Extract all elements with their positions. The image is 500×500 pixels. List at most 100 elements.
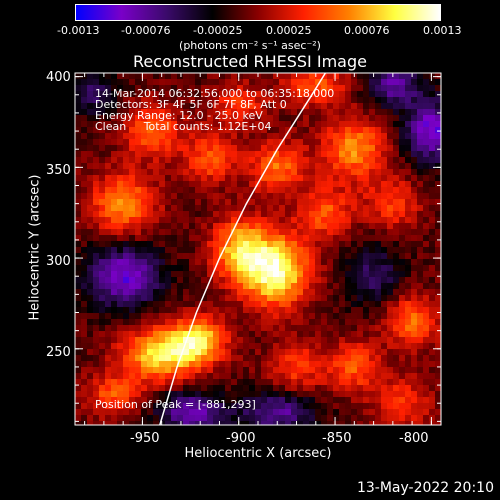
heatmap-cell xyxy=(273,121,280,128)
heatmap-cell xyxy=(381,253,388,260)
heatmap-cell xyxy=(387,313,394,320)
heatmap-cell xyxy=(135,103,142,110)
heatmap-cell xyxy=(177,169,184,176)
heatmap-cell xyxy=(291,259,298,266)
heatmap-cell xyxy=(303,271,310,278)
heatmap-cell xyxy=(219,379,226,386)
heatmap-cell xyxy=(87,397,94,404)
heatmap-cell xyxy=(435,109,441,116)
heatmap-cell xyxy=(183,121,190,128)
heatmap-cell xyxy=(177,247,184,254)
heatmap-cell xyxy=(225,193,232,200)
heatmap-cell xyxy=(411,343,418,350)
heatmap-cell xyxy=(315,115,322,122)
heatmap-cell xyxy=(351,403,358,410)
heatmap-cell xyxy=(267,145,274,152)
heatmap-cell xyxy=(261,235,268,242)
heatmap-cell xyxy=(363,289,370,296)
heatmap-cell xyxy=(75,259,82,266)
heatmap-cell xyxy=(213,241,220,248)
heatmap-cell xyxy=(105,271,112,278)
heatmap-cell xyxy=(87,235,94,242)
heatmap-cell xyxy=(291,121,298,128)
heatmap-cell xyxy=(219,289,226,296)
heatmap-cell xyxy=(333,397,340,404)
heatmap-cell xyxy=(249,163,256,170)
heatmap-cell xyxy=(183,295,190,302)
heatmap-cell xyxy=(231,379,238,386)
heatmap-cell xyxy=(93,229,100,236)
heatmap-cell xyxy=(147,403,154,410)
heatmap-cell xyxy=(147,301,154,308)
heatmap-cell xyxy=(321,283,328,290)
heatmap-cell xyxy=(87,361,94,368)
heatmap-cell xyxy=(255,307,262,314)
heatmap-cell xyxy=(177,271,184,278)
heatmap-cell xyxy=(147,151,154,158)
heatmap-cell xyxy=(297,319,304,326)
heatmap-cell xyxy=(339,271,346,278)
heatmap-cell xyxy=(177,73,184,80)
heatmap-cell xyxy=(405,181,412,188)
heatmap-cell xyxy=(171,247,178,254)
heatmap-cell xyxy=(423,355,430,362)
heatmap-cell xyxy=(255,151,262,158)
heatmap-cell xyxy=(117,277,124,284)
heatmap-cell xyxy=(261,121,268,128)
heatmap-cell xyxy=(393,229,400,236)
heatmap-cell xyxy=(165,343,172,350)
heatmap-cell xyxy=(201,121,208,128)
heatmap-cell xyxy=(435,241,441,248)
heatmap-cell xyxy=(135,391,142,398)
heatmap-cell xyxy=(147,175,154,182)
heatmap-cell xyxy=(225,169,232,176)
heatmap-cell xyxy=(159,181,166,188)
heatmap-cell xyxy=(171,157,178,164)
heatmap-cell xyxy=(411,391,418,398)
heatmap-cell xyxy=(201,403,208,410)
heatmap-cell xyxy=(213,319,220,326)
heatmap-cell xyxy=(159,355,166,362)
heatmap-cell xyxy=(213,187,220,194)
heatmap-cell xyxy=(303,373,310,380)
heatmap-cell xyxy=(147,211,154,218)
heatmap-cell xyxy=(399,211,406,218)
heatmap-cell xyxy=(357,241,364,248)
heatmap-cell xyxy=(315,133,322,140)
heatmap-cell xyxy=(105,163,112,170)
heatmap-cell xyxy=(165,361,172,368)
heatmap-cell xyxy=(423,187,430,194)
heatmap-cell xyxy=(183,253,190,260)
heatmap-cell xyxy=(99,115,106,122)
heatmap-cell xyxy=(141,283,148,290)
heatmap-cell xyxy=(285,259,292,266)
heatmap-cell xyxy=(387,247,394,254)
heatmap-cell xyxy=(309,199,316,206)
heatmap-cell xyxy=(201,241,208,248)
heatmap-cell xyxy=(309,391,316,398)
heatmap-cell xyxy=(429,391,436,398)
heatmap-cell xyxy=(315,151,322,158)
heatmap-cell xyxy=(219,391,226,398)
heatmap-cell xyxy=(261,319,268,326)
heatmap-cell xyxy=(399,199,406,206)
heatmap-cell xyxy=(93,79,100,86)
heatmap-cell xyxy=(339,205,346,212)
heatmap-cell xyxy=(291,289,298,296)
heatmap-cell xyxy=(165,151,172,158)
heatmap-cell xyxy=(231,235,238,242)
heatmap-cell xyxy=(417,85,424,92)
heatmap-cell xyxy=(363,157,370,164)
heatmap-cell xyxy=(81,127,88,134)
heatmap-cell xyxy=(303,115,310,122)
heatmap-cell xyxy=(333,187,340,194)
heatmap-cell xyxy=(405,79,412,86)
heatmap-cell xyxy=(321,271,328,278)
heatmap-cell xyxy=(117,205,124,212)
heatmap-cell xyxy=(87,325,94,332)
heatmap-cell xyxy=(423,343,430,350)
heatmap-cell xyxy=(333,415,340,422)
heatmap-cell xyxy=(351,313,358,320)
heatmap-cell xyxy=(423,337,430,344)
heatmap-cell xyxy=(405,145,412,152)
